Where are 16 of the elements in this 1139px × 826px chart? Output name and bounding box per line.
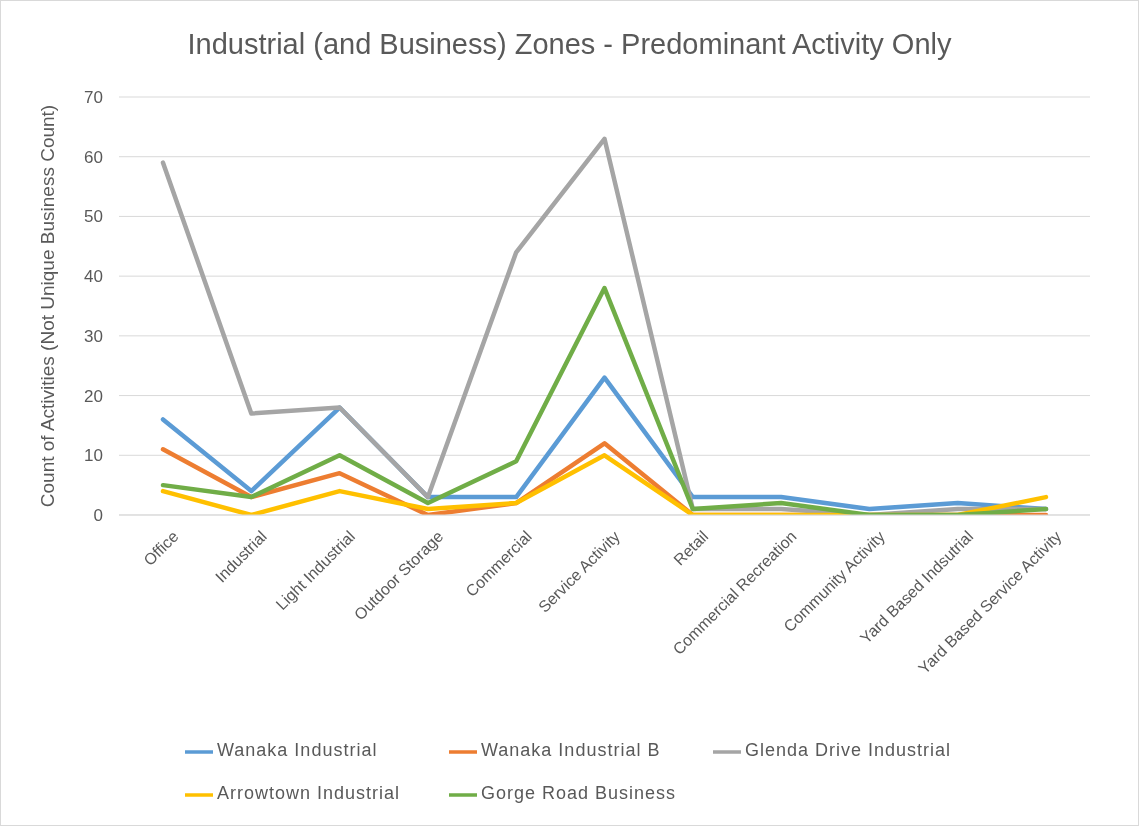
y-tick-label: 30 bbox=[84, 326, 103, 346]
y-tick-label: 60 bbox=[84, 147, 103, 167]
y-tick-label: 70 bbox=[84, 88, 103, 108]
legend-label: Gorge Road Business bbox=[481, 782, 678, 805]
legend-label: Wanaka Industrial B bbox=[481, 739, 662, 762]
chart-title: Industrial (and Business) Zones - Predominant Activity Only bbox=[186, 27, 953, 61]
y-tick-label: 20 bbox=[84, 386, 103, 406]
y-axis-title: Count of Activities (Not Unique Business Count) bbox=[36, 104, 58, 508]
legend-label: Wanaka Industrial bbox=[217, 739, 379, 762]
legend-label: Glenda Drive Industrial bbox=[745, 739, 953, 762]
y-tick-label: 10 bbox=[84, 446, 103, 466]
legend-label: Arrowtown Industrial bbox=[217, 782, 402, 805]
line-series bbox=[160, 285, 1049, 515]
y-tick-label: 40 bbox=[84, 267, 103, 287]
y-tick-label: 0 bbox=[93, 506, 103, 526]
y-tick-label: 50 bbox=[84, 207, 103, 227]
